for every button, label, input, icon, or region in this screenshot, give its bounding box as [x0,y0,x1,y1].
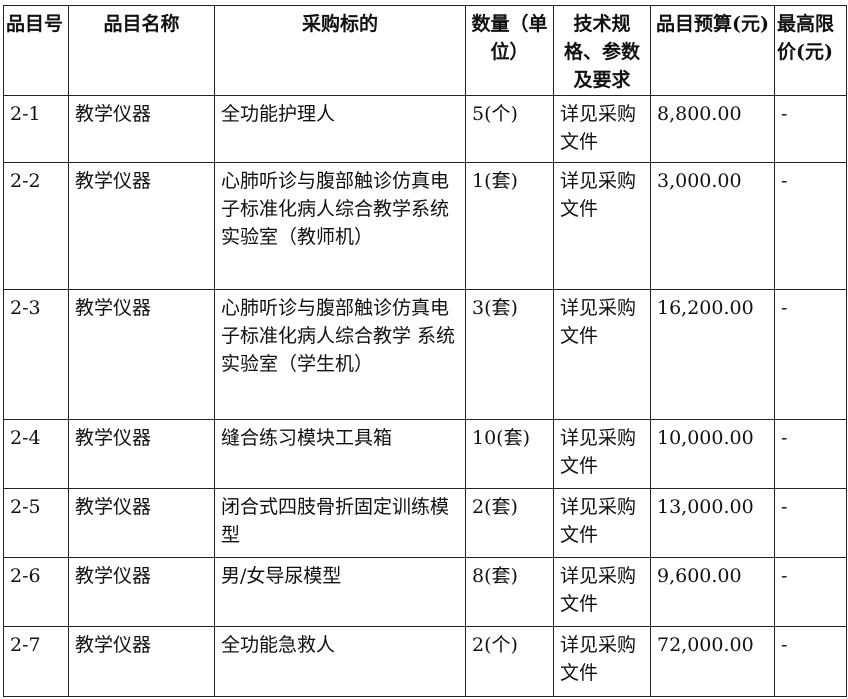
cell-spec: 详见采购文件 [553,162,651,290]
cell-spec: 详见采购文件 [553,626,651,697]
cell-max-price: - [774,419,847,489]
cell-spec: 详见采购文件 [553,289,651,420]
cell-max-price: - [774,626,847,697]
table-row: 2-7 教学仪器 全功能急救人 2(个) 详见采购文件 72,000.00- [3,626,847,697]
cell-item-no: 2-1 [3,95,69,163]
procurement-table: 品目号 品目名称 采购标的 数量（单位） 技术规格、参数及要求 品目预算(元) … [3,5,847,697]
table-row: 2-4 教学仪器 缝合练习模块工具箱 10(套) 详见采购文件 10,000.00- [3,419,847,489]
cell-subject: 心肺听诊与腹部触诊仿真电子标准化病人综合教学系统实验室（教师机） [214,162,466,290]
cell-item-name: 教学仪器 [68,488,215,558]
cell-item-name: 教学仪器 [68,289,215,420]
cell-item-name: 教学仪器 [68,626,215,697]
cell-budget: 10,000.00 [650,419,775,489]
cell-quantity: 1(套) [465,162,554,290]
cell-item-name: 教学仪器 [68,557,215,627]
cell-budget: 3,000.00 [650,162,775,290]
cell-item-name: 教学仪器 [68,95,215,163]
header-subject: 采购标的 [214,5,466,96]
cell-subject: 全功能急救人 [214,626,466,697]
cell-subject: 男/女导尿模型 [214,557,466,627]
cell-budget: 9,600.00 [650,557,775,627]
cell-item-name: 教学仪器 [68,162,215,290]
cell-quantity: 10(套) [465,419,554,489]
cell-item-no: 2-4 [3,419,69,489]
cell-spec: 详见采购文件 [553,419,651,489]
table-row: 2-5 教学仪器 闭合式四肢骨折固定训练模型 2(套) 详见采购文件 13,000.00- [3,488,847,558]
cell-spec: 详见采购文件 [553,95,651,163]
cell-budget: 8,800.00 [650,95,775,163]
cell-budget: 13,000.00 [650,488,775,558]
header-budget: 品目预算(元) [650,5,775,96]
table-row: 2-6 教学仪器 男/女导尿模型 8(套) 详见采购文件 9,600.00- [3,557,847,627]
cell-subject: 缝合练习模块工具箱 [214,419,466,489]
cell-budget: 16,200.00 [650,289,775,420]
cell-max-price: - [774,488,847,558]
header-max-price: 最高限价(元) [774,5,847,96]
header-spec: 技术规格、参数及要求 [553,5,651,96]
cell-item-no: 2-2 [3,162,69,290]
header-item-no: 品目号 [3,5,69,96]
cell-quantity: 2(套) [465,488,554,558]
cell-spec: 详见采购文件 [553,557,651,627]
table-row: 2-3 教学仪器 心肺听诊与腹部触诊仿真电子标准化病人综合教学 系统实验室（学生机）… [3,289,847,420]
cell-quantity: 8(套) [465,557,554,627]
header-row: 品目号 品目名称 采购标的 数量（单位） 技术规格、参数及要求 品目预算(元) … [3,5,847,96]
table-row: 2-1 教学仪器 全功能护理人 5(个) 详见采购文件 8,800.00- [3,95,847,163]
cell-item-no: 2-6 [3,557,69,627]
cell-item-no: 2-7 [3,626,69,697]
header-quantity: 数量（单位） [465,5,554,96]
header-item-name: 品目名称 [68,5,215,96]
cell-max-price: - [774,557,847,627]
cell-budget: 72,000.00 [650,626,775,697]
cell-subject: 心肺听诊与腹部触诊仿真电子标准化病人综合教学 系统实验室（学生机） [214,289,466,420]
cell-max-price: - [774,162,847,290]
cell-subject: 全功能护理人 [214,95,466,163]
table-row: 2-2 教学仪器 心肺听诊与腹部触诊仿真电子标准化病人综合教学系统实验室（教师机） 1… [3,162,847,290]
cell-max-price: - [774,289,847,420]
cell-item-no: 2-5 [3,488,69,558]
cell-quantity: 5(个) [465,95,554,163]
cell-quantity: 3(套) [465,289,554,420]
cell-quantity: 2(个) [465,626,554,697]
cell-item-name: 教学仪器 [68,419,215,489]
cell-max-price: - [774,95,847,163]
cell-item-no: 2-3 [3,289,69,420]
cell-subject: 闭合式四肢骨折固定训练模型 [214,488,466,558]
cell-spec: 详见采购文件 [553,488,651,558]
